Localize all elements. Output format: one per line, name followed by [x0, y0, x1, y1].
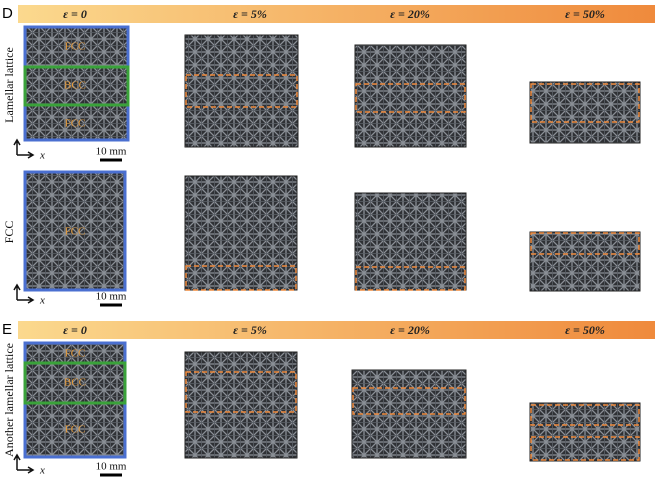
row-label: Lamellar lattice	[2, 47, 16, 123]
strain-label: ε = 20%	[390, 323, 430, 337]
bcc-layer-box	[23, 65, 130, 107]
strain-label: ε = 20%	[390, 7, 430, 21]
specimen-photo	[184, 175, 298, 291]
layer-label: FCC	[65, 118, 86, 130]
scale-bar-label: 10 mm	[96, 461, 127, 473]
deformation-band	[355, 266, 466, 291]
row-label: Another lamellar lattice	[2, 343, 16, 457]
strain-label: ε = 50%	[565, 7, 605, 21]
specimen-photo	[354, 192, 467, 291]
layer-label: FCC	[65, 41, 86, 53]
deformation-band	[355, 83, 466, 113]
strain-label: ε = 50%	[565, 323, 605, 337]
panel-label: E	[2, 321, 12, 338]
axis-icon	[13, 453, 35, 474]
layer-label: BCC	[64, 377, 86, 389]
strain-label: ε = 0	[63, 7, 87, 21]
deformation-band	[185, 265, 297, 291]
specimen-photo	[354, 44, 467, 148]
layer-label: FCC	[65, 226, 86, 238]
deformation-band	[185, 371, 297, 413]
specimen-photo	[529, 231, 641, 292]
scale-bar-label: 10 mm	[96, 146, 127, 158]
specimen-photo	[184, 34, 299, 148]
scale-bar-label: 10 mm	[96, 291, 127, 303]
deformation-band	[352, 387, 466, 415]
bcc-layer-box	[23, 361, 127, 405]
layer-label: FCC	[65, 424, 86, 436]
axis-label: x	[39, 150, 45, 162]
layer-label: BCC	[64, 80, 86, 92]
axis-label: x	[39, 295, 45, 307]
deformation-band	[530, 83, 640, 123]
deformation-band	[530, 436, 640, 461]
axis-label: x	[39, 465, 45, 477]
specimen-photo	[23, 341, 127, 459]
strain-label: ε = 0	[63, 323, 87, 337]
specimen-photo	[529, 81, 641, 144]
axis-icon	[13, 283, 35, 304]
strain-label: ε = 5%	[233, 7, 267, 21]
axis-icon	[13, 138, 35, 159]
row-label: FCC	[2, 221, 16, 244]
specimen-photo	[184, 351, 298, 459]
panel-label: D	[2, 5, 13, 22]
strain-header-bar	[18, 321, 655, 339]
strain-label: ε = 5%	[233, 323, 267, 337]
strain-header-bar	[18, 5, 655, 23]
specimen-photo	[529, 402, 641, 462]
layer-label: FCC	[65, 348, 86, 360]
specimen-photo	[23, 170, 127, 292]
